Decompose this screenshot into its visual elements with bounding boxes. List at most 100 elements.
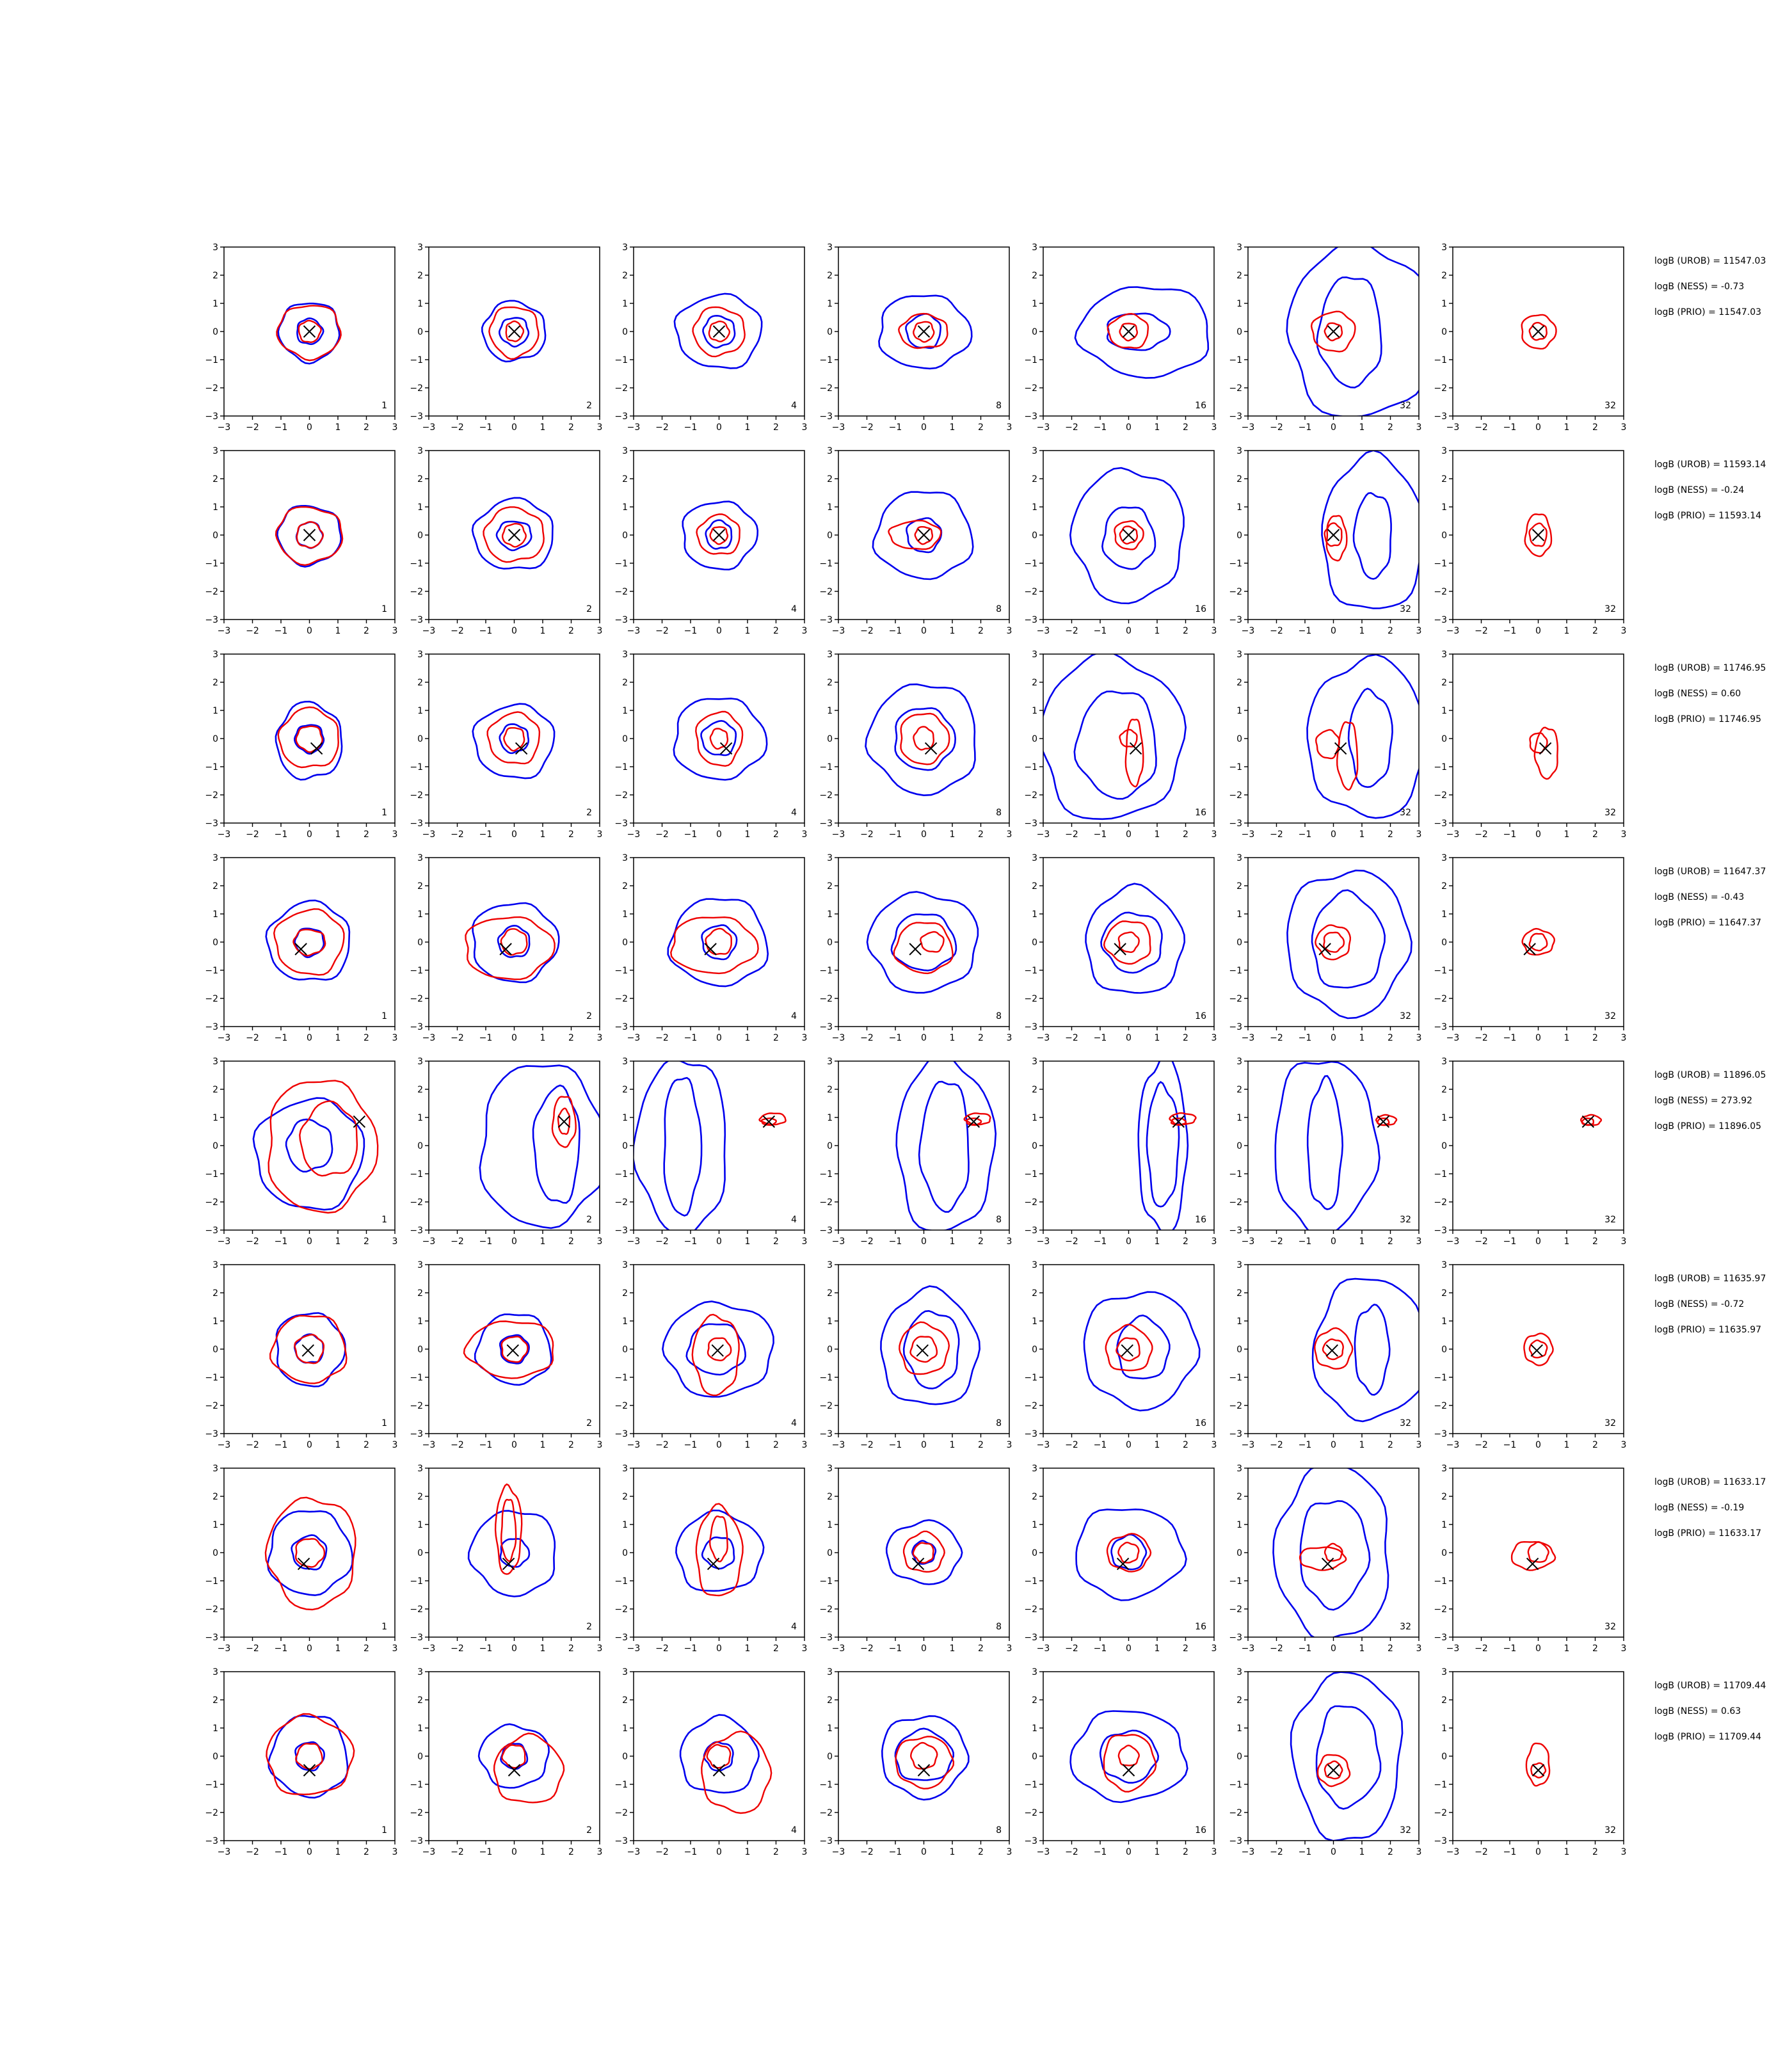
y-tick-label: −3 — [819, 1633, 833, 1643]
panel-r1-c4: −3 −2 −1 0 1 2 3 −3 −2 −1 0 1 2 3 8 — [819, 243, 1012, 433]
blue-contour — [1311, 1277, 1419, 1423]
blue-contour — [700, 719, 737, 756]
blue-contour — [499, 1334, 530, 1364]
red-contour — [1106, 1533, 1152, 1572]
blue-contour — [1321, 451, 1419, 609]
x-tick-label: 2 — [364, 1033, 369, 1043]
x-tick-label: 3 — [1416, 1847, 1422, 1857]
x-tick-label: 1 — [540, 1236, 546, 1247]
y-tick-label: 0 — [1441, 734, 1447, 744]
blue-contour — [1099, 1729, 1160, 1784]
x-tick-label: 2 — [1388, 1847, 1393, 1857]
x-tick-label: −1 — [1094, 829, 1107, 840]
y-tick-label: 1 — [1032, 1520, 1037, 1530]
y-tick-label: 2 — [417, 1085, 423, 1095]
panel-r3-c3: −3 −2 −1 0 1 2 3 −3 −2 −1 0 1 2 3 4 — [614, 650, 807, 840]
blue-contour — [1311, 889, 1386, 989]
x-tick-label: 0 — [1126, 1644, 1132, 1654]
panel-r8-c2: −3 −2 −1 0 1 2 3 −3 −2 −1 0 1 2 3 2 — [410, 1667, 602, 1857]
x-tick-label: −3 — [422, 1236, 436, 1247]
red-contour — [298, 319, 322, 344]
y-tick-label: −3 — [1434, 1022, 1447, 1032]
panel-corner-label: 8 — [996, 1215, 1002, 1225]
x-tick-label: 0 — [307, 1847, 312, 1857]
x-tick-label: 1 — [1155, 422, 1160, 433]
axes-frame — [1247, 1671, 1420, 1841]
blue-contour — [1306, 1075, 1344, 1210]
red-contour — [1116, 1337, 1140, 1362]
row-1-logb-ness-text: logB (NESS) = -0.73 — [1654, 282, 1745, 292]
x-tick-label: 3 — [1621, 1440, 1627, 1450]
y-tick-label: −3 — [614, 1429, 628, 1439]
y-tick-label: 3 — [212, 1464, 218, 1474]
x-tick-label: −2 — [1270, 1644, 1283, 1654]
x-tick-label: −3 — [1242, 626, 1255, 636]
x-tick-label: 2 — [978, 1033, 984, 1043]
x-tick-label: 1 — [1155, 1847, 1160, 1857]
y-tick-label: 2 — [622, 1288, 628, 1299]
red-contour — [1310, 310, 1356, 353]
x-tick-label: 1 — [1564, 1236, 1570, 1247]
x-tick-label: −1 — [889, 829, 902, 840]
y-tick-label: −3 — [1434, 1836, 1447, 1846]
y-tick-label: −2 — [410, 1197, 423, 1208]
panel-corner-label: 4 — [791, 808, 797, 818]
y-tick-label: −2 — [1434, 790, 1447, 801]
true-value-marker — [712, 1764, 726, 1777]
true-value-marker — [1523, 943, 1536, 956]
y-tick-label: 3 — [1236, 1260, 1242, 1270]
y-tick-label: −3 — [410, 1226, 423, 1236]
y-tick-label: 2 — [1032, 474, 1037, 484]
x-tick-label: −1 — [1299, 1847, 1312, 1857]
x-tick-label: −1 — [889, 1644, 902, 1654]
blue-contour — [1315, 1705, 1382, 1810]
y-tick-label: −1 — [205, 1576, 218, 1587]
blue-contour — [1146, 1080, 1180, 1208]
y-tick-label: −2 — [1024, 994, 1037, 1004]
x-tick-label: 0 — [511, 1236, 517, 1247]
x-tick-label: 2 — [364, 1847, 369, 1857]
row-6-logb-ness-text: logB (NESS) = -0.72 — [1654, 1299, 1745, 1309]
true-value-marker — [303, 1764, 316, 1777]
x-tick-label: 2 — [773, 829, 779, 840]
blue-contour — [902, 1309, 960, 1389]
blue-contour — [894, 1727, 955, 1781]
blue-contour — [872, 491, 974, 580]
y-tick-label: −2 — [1434, 1401, 1447, 1411]
y-tick-label: 3 — [622, 650, 628, 660]
red-contour — [1523, 1332, 1554, 1366]
y-tick-label: −2 — [205, 1197, 218, 1208]
x-tick-label: 3 — [597, 626, 603, 636]
red-contour — [1124, 718, 1144, 788]
y-tick-label: 0 — [1441, 1752, 1447, 1762]
y-tick-label: 2 — [827, 271, 833, 281]
x-tick-label: 2 — [568, 1847, 574, 1857]
true-value-marker — [1321, 1557, 1334, 1571]
x-tick-label: 0 — [921, 1847, 927, 1857]
blue-contour — [1347, 687, 1393, 788]
y-tick-label: 2 — [1441, 474, 1447, 484]
x-tick-label: 3 — [1416, 1644, 1422, 1654]
true-value-marker — [353, 1115, 366, 1128]
y-tick-label: −1 — [205, 762, 218, 772]
y-tick-label: 0 — [212, 734, 218, 744]
y-tick-label: −1 — [614, 1169, 628, 1180]
y-tick-label: 1 — [1032, 1113, 1037, 1123]
y-tick-label: −3 — [205, 1226, 218, 1236]
y-tick-label: 2 — [622, 474, 628, 484]
panel-r6-c4: −3 −2 −1 0 1 2 3 −3 −2 −1 0 1 2 3 8 — [819, 1260, 1012, 1450]
true-value-marker — [502, 1557, 515, 1571]
red-contour — [705, 927, 732, 956]
x-tick-label: 3 — [1212, 422, 1217, 433]
blue-contour — [291, 1534, 328, 1571]
x-tick-label: −1 — [889, 422, 902, 433]
x-tick-label: 0 — [511, 1644, 517, 1654]
y-tick-label: 1 — [1236, 299, 1242, 309]
panel-corner-label: 1 — [381, 604, 387, 614]
y-tick-label: −3 — [614, 412, 628, 422]
panel-corner-label: 1 — [381, 1215, 387, 1225]
blue-contour — [294, 927, 325, 959]
x-tick-label: 0 — [1535, 626, 1541, 636]
blue-contour — [679, 1714, 760, 1794]
red-contour — [275, 506, 344, 566]
